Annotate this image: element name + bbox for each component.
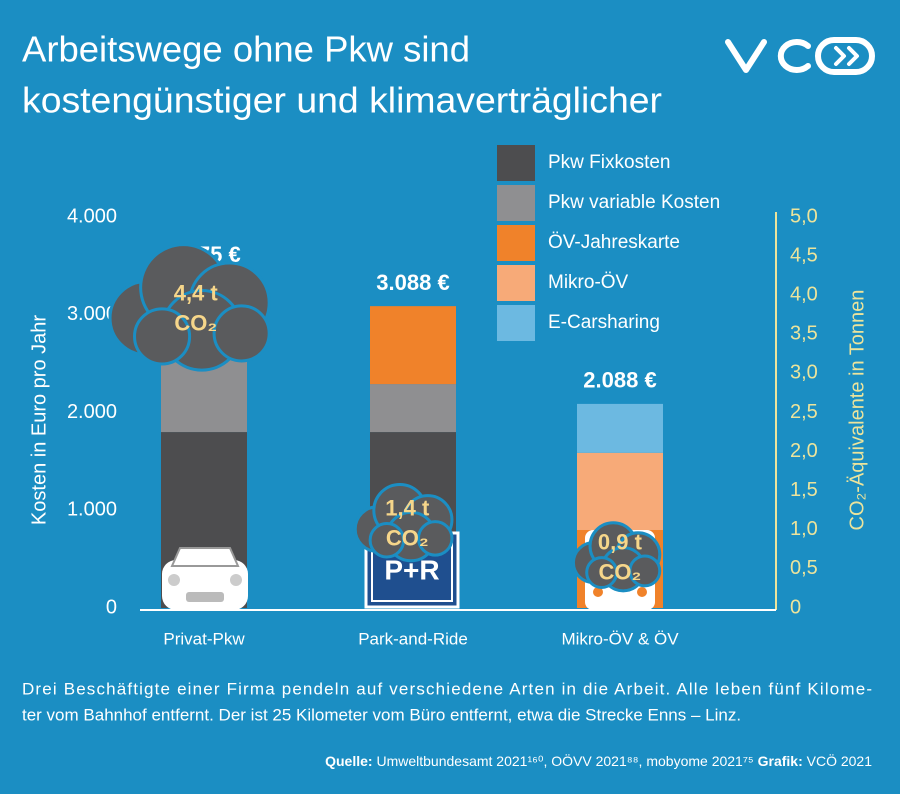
note: Drei Beschäftigte einer Firma pendeln au… xyxy=(22,679,872,698)
bar-segment xyxy=(577,403,663,453)
co2-label: 1,4 t xyxy=(385,495,430,520)
co2-unit: CO₂ xyxy=(174,311,217,336)
legend-swatch xyxy=(497,305,535,341)
y2-tick-label: 4,0 xyxy=(790,283,818,305)
cloud-puff xyxy=(628,554,662,588)
legend-label: E-Carsharing xyxy=(548,312,660,333)
y2-tick-label: 2,5 xyxy=(790,401,818,423)
y2-tick-label: 3,5 xyxy=(790,323,818,345)
legend-swatch xyxy=(497,185,535,221)
y2-tick-label: 5,0 xyxy=(790,205,818,227)
y2-tick-label: 0,5 xyxy=(790,557,818,579)
y-axis-title: Kosten in Euro pro Jahr xyxy=(28,315,50,525)
y2-axis-title: CO₂-Äquivalente in Tonnen xyxy=(846,290,868,531)
source-label: Quelle: xyxy=(325,753,372,769)
car-light xyxy=(230,574,242,586)
car-body xyxy=(162,560,248,610)
bus-light xyxy=(593,587,603,597)
car-icon xyxy=(162,547,248,610)
cloud-puff xyxy=(212,304,271,363)
legend-swatch xyxy=(497,225,535,261)
x-tick-label: Mikro-ÖV & ÖV xyxy=(561,629,679,648)
co2-unit: CO₂ xyxy=(386,525,429,550)
car-light xyxy=(168,574,180,586)
title-line: kostengünstiger und klimaverträglicher xyxy=(22,80,662,121)
x-tick-label: Park-and-Ride xyxy=(358,629,468,648)
y-tick-label: 0 xyxy=(106,596,117,618)
cloud-puff xyxy=(585,556,619,589)
y-tick-label: 1.000 xyxy=(67,499,117,521)
car-grille xyxy=(186,592,224,602)
bar-segment xyxy=(370,384,456,433)
title-line: Arbeitswege ohne Pkw sind xyxy=(22,29,470,70)
co2-cloud xyxy=(353,482,454,563)
y2-tick-label: 1,5 xyxy=(790,479,818,501)
co2-label: 0,9 t xyxy=(598,529,643,554)
cloud-puff xyxy=(368,522,406,559)
bar-segment xyxy=(577,452,663,530)
total-label: 3.088 € xyxy=(376,270,449,295)
credit-text: VCÖ 2021 xyxy=(807,752,873,769)
cloud-puff xyxy=(133,307,192,366)
co2-cloud xyxy=(571,521,662,593)
car-top xyxy=(170,547,240,567)
legend-label: Pkw Fixkosten xyxy=(548,152,670,173)
y2-tick-label: 3,0 xyxy=(790,362,818,384)
y2-tick-label: 4,5 xyxy=(790,244,818,266)
co2-cloud xyxy=(108,243,271,372)
credit-label: Grafik: xyxy=(758,753,803,769)
legend-label: Pkw variable Kosten xyxy=(548,192,720,213)
co2-label: 4,4 t xyxy=(174,281,219,306)
source-text: Umweltbundesamt 2021¹⁶⁰, OÖVV 2021⁸⁸, mo… xyxy=(376,752,753,769)
source: Quelle: Umweltbundesamt 2021¹⁶⁰, OÖVV 20… xyxy=(325,752,872,769)
co2-unit: CO₂ xyxy=(599,559,642,584)
y2-tick-label: 0 xyxy=(790,596,801,618)
bar-segment xyxy=(370,306,456,385)
logo xyxy=(725,37,875,75)
note: ter vom Bahnhof entfernt. Der ist 25 Kil… xyxy=(22,705,741,724)
x-tick-label: Privat-Pkw xyxy=(163,629,245,648)
legend-label: ÖV-Jahreskarte xyxy=(548,232,680,253)
y2-tick-label: 2,0 xyxy=(790,440,818,462)
bus-light xyxy=(637,587,647,597)
legend-label: Mikro-ÖV xyxy=(548,272,629,293)
total-label: 2.088 € xyxy=(583,368,656,393)
y2-tick-label: 1,0 xyxy=(790,518,818,540)
y-tick-label: 3.000 xyxy=(67,303,117,325)
cloud-puff xyxy=(416,520,454,557)
legend-swatch xyxy=(497,265,535,301)
y-tick-label: 2.000 xyxy=(67,401,117,423)
y-tick-label: 4.000 xyxy=(67,205,117,227)
legend-swatch xyxy=(497,145,535,181)
